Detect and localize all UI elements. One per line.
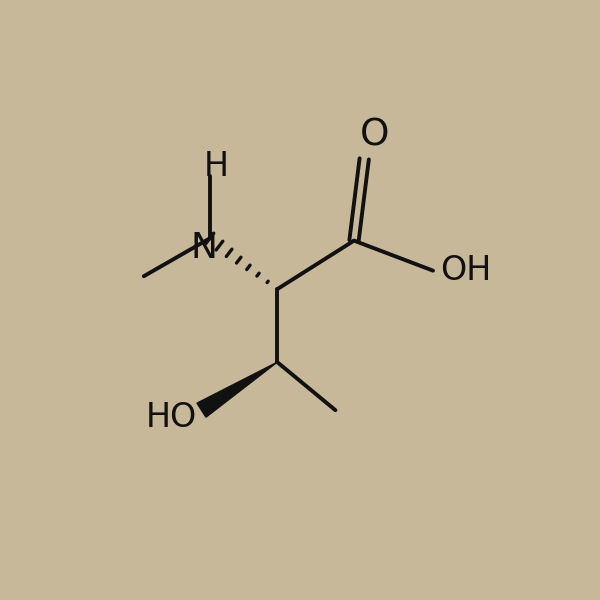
Text: OH: OH <box>440 254 491 287</box>
Polygon shape <box>197 362 277 417</box>
Text: N: N <box>191 230 218 265</box>
Text: H: H <box>204 150 229 183</box>
Text: O: O <box>360 118 389 154</box>
Text: HO: HO <box>146 401 197 434</box>
